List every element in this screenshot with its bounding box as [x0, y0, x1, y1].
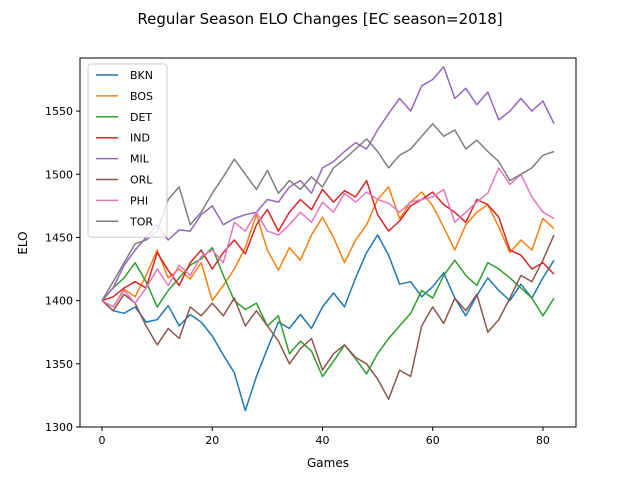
y-axis: 1300 1350 1400 1450 1500 1550 — [45, 105, 80, 434]
series-line-phi — [101, 167, 555, 308]
y-tick-label: 1350 — [45, 358, 73, 371]
series-line-bkn — [101, 234, 555, 412]
y-tick-label: 1400 — [45, 295, 73, 308]
y-tick-label: 1550 — [45, 105, 73, 118]
series-line-bos — [101, 186, 555, 308]
legend-label-orl: ORL — [130, 174, 153, 187]
x-axis: 0 20 40 60 80 — [99, 427, 550, 447]
legend-label-bos: BOS — [130, 90, 153, 103]
legend-label-ind: IND — [130, 132, 150, 145]
legend-label-tor: TOR — [129, 215, 153, 228]
x-tick-label: 80 — [536, 434, 550, 447]
y-tick-label: 1450 — [45, 231, 73, 244]
y-tick-label: 1500 — [45, 168, 73, 181]
x-tick-label: 60 — [426, 434, 440, 447]
y-tick-label: 1300 — [45, 421, 73, 434]
x-tick-label: 40 — [315, 434, 329, 447]
plot-frame — [79, 57, 577, 428]
legend-box — [87, 63, 168, 238]
series-layer — [101, 66, 555, 412]
legend-label-mil: MIL — [130, 153, 150, 166]
legend: BKN BOS DET IND MIL ORL PHI TOR — [87, 63, 168, 238]
x-tick-label: 20 — [205, 434, 219, 447]
series-line-orl — [101, 234, 555, 400]
x-tick-label: 0 — [99, 434, 106, 447]
series-line-mil — [101, 66, 555, 302]
legend-label-det: DET — [130, 111, 152, 124]
y-axis-label: ELO — [16, 231, 30, 254]
legend-label-phi: PHI — [130, 194, 148, 207]
legend-label-bkn: BKN — [130, 69, 153, 82]
series-line-tor — [101, 122, 555, 301]
chart-title: Regular Season ELO Changes [EC season=20… — [137, 10, 502, 28]
x-axis-label: Games — [307, 456, 349, 470]
series-line-det — [101, 246, 555, 378]
